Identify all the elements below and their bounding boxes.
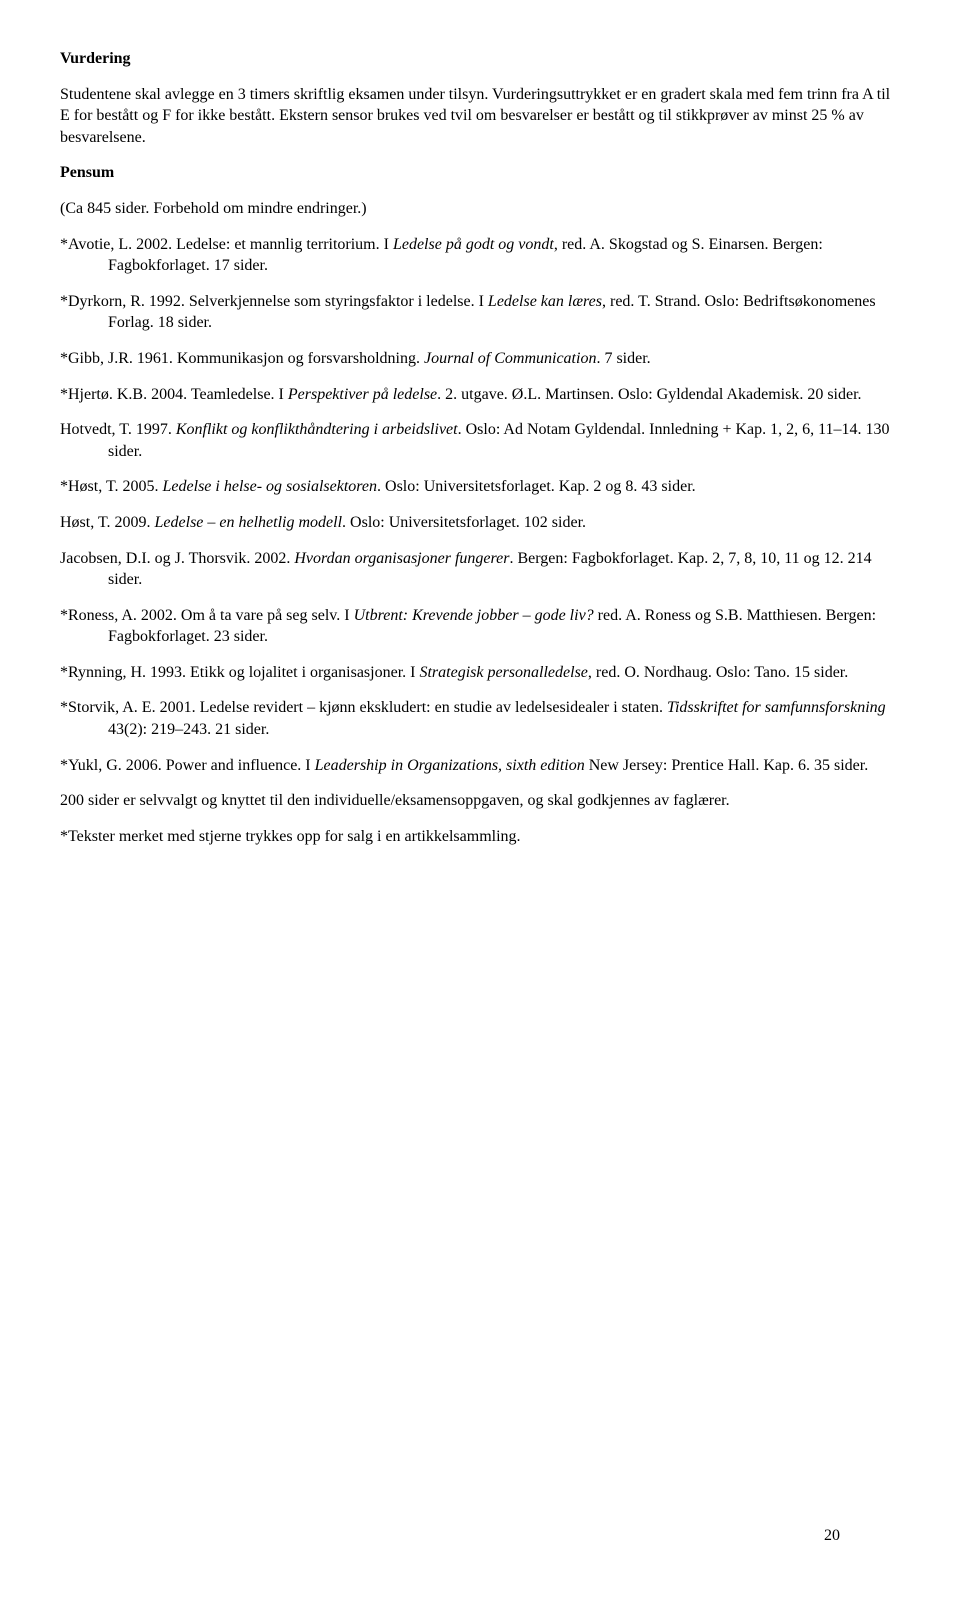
ref-text: New Jersey: Prentice Hall. Kap. 6. 35 si… — [585, 757, 868, 774]
ref-hotvedt: Hotvedt, T. 1997. Konflikt og konflikthå… — [60, 419, 900, 462]
ref-italic: Ledelse i helse- og sosialsektoren — [163, 478, 377, 495]
ref-italic: Journal of Communication — [424, 350, 596, 367]
ref-text: *Yukl, G. 2006. Power and influence. I — [60, 757, 315, 774]
ref-italic: Ledelse kan læres — [488, 293, 602, 310]
ref-text: *Storvik, A. E. 2001. Ledelse revidert –… — [60, 699, 667, 716]
ref-avotie: *Avotie, L. 2002. Ledelse: et mannlig te… — [60, 234, 900, 277]
ref-text: 43(2): 219–243. 21 sider. — [108, 721, 269, 738]
ref-host-2009: Høst, T. 2009. Ledelse – en helhetlig mo… — [60, 512, 900, 534]
heading-pensum: Pensum — [60, 162, 900, 184]
ref-italic: Utbrent: Krevende jobber – gode liv? — [354, 607, 594, 624]
ref-italic: Tidsskriftet for samfunnsforskning — [667, 699, 886, 716]
ref-text: . 2. utgave. Ø.L. Martinsen. Oslo: Gylde… — [437, 386, 861, 403]
ref-dyrkorn: *Dyrkorn, R. 1992. Selverkjennelse som s… — [60, 291, 900, 334]
page-number: 20 — [824, 1525, 840, 1547]
closing-note-1: 200 sider er selvvalgt og knyttet til de… — [60, 790, 900, 812]
ref-text: . Oslo: Universitetsforlaget. 102 sider. — [342, 514, 586, 531]
ref-text: . 7 sider. — [596, 350, 650, 367]
ref-text: *Avotie, L. 2002. Ledelse: et mannlig te… — [60, 236, 393, 253]
ref-text: *Rynning, H. 1993. Etikk og lojalitet i … — [60, 664, 419, 681]
ref-text: *Gibb, J.R. 1961. Kommunikasjon og forsv… — [60, 350, 424, 367]
ref-jacobsen: Jacobsen, D.I. og J. Thorsvik. 2002. Hvo… — [60, 548, 900, 591]
ref-text: *Roness, A. 2002. Om å ta vare på seg se… — [60, 607, 354, 624]
ref-italic: Konflikt og konflikthåndtering i arbeids… — [176, 421, 458, 438]
closing-note-2: *Tekster merket med stjerne trykkes opp … — [60, 826, 900, 848]
ref-hjerto: *Hjertø. K.B. 2004. Teamledelse. I Persp… — [60, 384, 900, 406]
ref-storvik: *Storvik, A. E. 2001. Ledelse revidert –… — [60, 697, 900, 740]
ref-italic: Ledelse – en helhetlig modell — [155, 514, 343, 531]
ref-italic: Perspektiver på ledelse — [288, 386, 437, 403]
ref-text: . Oslo: Universitetsforlaget. Kap. 2 og … — [377, 478, 696, 495]
ref-italic: Ledelse på godt og vondt — [393, 236, 554, 253]
ref-text: Jacobsen, D.I. og J. Thorsvik. 2002. — [60, 550, 294, 567]
ref-rynning: *Rynning, H. 1993. Etikk og lojalitet i … — [60, 662, 900, 684]
ref-gibb: *Gibb, J.R. 1961. Kommunikasjon og forsv… — [60, 348, 900, 370]
ref-text: *Høst, T. 2005. — [60, 478, 163, 495]
ref-italic: Hvordan organisasjoner fungerer — [294, 550, 509, 567]
ref-italic: Leadership in Organizations, sixth editi… — [315, 757, 585, 774]
ref-italic: Strategisk personalledelse — [419, 664, 587, 681]
ref-text: Høst, T. 2009. — [60, 514, 155, 531]
ref-text: *Dyrkorn, R. 1992. Selverkjennelse som s… — [60, 293, 488, 310]
ref-text: *Hjertø. K.B. 2004. Teamledelse. I — [60, 386, 288, 403]
ref-host-2005: *Høst, T. 2005. Ledelse i helse- og sosi… — [60, 476, 900, 498]
ref-yukl: *Yukl, G. 2006. Power and influence. I L… — [60, 755, 900, 777]
heading-vurdering: Vurdering — [60, 48, 900, 70]
ref-text: , red. O. Nordhaug. Oslo: Tano. 15 sider… — [588, 664, 848, 681]
ref-text: Hotvedt, T. 1997. — [60, 421, 176, 438]
pensum-note: (Ca 845 sider. Forbehold om mindre endri… — [60, 198, 900, 220]
vurdering-body: Studentene skal avlegge en 3 timers skri… — [60, 84, 900, 149]
ref-roness: *Roness, A. 2002. Om å ta vare på seg se… — [60, 605, 900, 648]
